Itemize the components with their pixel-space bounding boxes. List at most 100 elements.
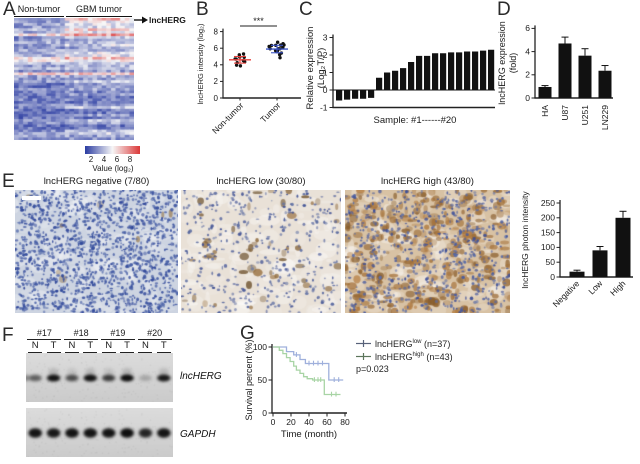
svg-text:200: 200 bbox=[541, 213, 555, 223]
legend-series-sup: low bbox=[412, 339, 422, 345]
svg-text:Time (month): Time (month) bbox=[281, 429, 337, 440]
svg-text:lncHERG expression: lncHERG expression bbox=[497, 21, 507, 105]
gel-lane-label: N bbox=[138, 340, 153, 353]
svg-text:60: 60 bbox=[322, 417, 332, 427]
survival-legend: lncHERGlow (n=37) lncHERGhigh (n=43) p=0… bbox=[356, 337, 453, 376]
svg-text:lncHERG intensity (log₂): lncHERG intensity (log₂) bbox=[196, 23, 205, 104]
expression-heatmap bbox=[14, 18, 134, 140]
gel-lane-label: T bbox=[120, 340, 135, 353]
svg-text:0: 0 bbox=[525, 93, 530, 103]
svg-text:Sample: #1------#20: Sample: #1------#20 bbox=[374, 115, 457, 126]
svg-text:***: *** bbox=[253, 16, 264, 26]
svg-text:50: 50 bbox=[546, 257, 556, 267]
svg-text:6: 6 bbox=[214, 44, 219, 53]
legend-entry-high: lncHERGhigh (n=43) bbox=[356, 350, 453, 363]
ihc-title-low: lncHERG low (30/80) bbox=[216, 176, 306, 187]
svg-text:6: 6 bbox=[525, 23, 530, 33]
svg-text:Survival percent (%): Survival percent (%) bbox=[245, 339, 254, 420]
ihc-image-high bbox=[345, 190, 510, 313]
svg-text:0: 0 bbox=[550, 272, 555, 282]
gel-sample-label: #18 bbox=[64, 327, 99, 340]
svg-text:3: 3 bbox=[323, 32, 328, 42]
svg-text:250: 250 bbox=[541, 198, 555, 208]
ihc-image-negative bbox=[15, 190, 178, 313]
gel-label-gapdh: GAPDH bbox=[180, 429, 216, 440]
gel-lane-label: T bbox=[83, 340, 98, 353]
survival-curve-chart: 0 50 100 0 20 40 60 80 Survival percent (%) Time … bbox=[245, 339, 350, 440]
svg-text:HA: HA bbox=[540, 105, 550, 117]
ihc-title-high: lncHERG high (43/80) bbox=[381, 176, 474, 187]
panel-c-letter: C bbox=[299, 0, 313, 20]
colorbar-tick: 6 bbox=[114, 155, 120, 164]
panel-e-letter: E bbox=[2, 171, 15, 192]
gel-lane-label: N bbox=[28, 340, 43, 353]
legend-entry-low: lncHERGlow (n=37) bbox=[356, 337, 453, 350]
svg-text:150: 150 bbox=[541, 227, 555, 237]
legend-series-name: lncHERG bbox=[375, 339, 413, 349]
cell-line-expression-chart: 0 2 4 6 lncHERG expression (fold) HA U87 U251 LN2… bbox=[497, 21, 613, 130]
svg-text:0: 0 bbox=[214, 94, 219, 103]
panel-d-letter: D bbox=[497, 0, 511, 20]
svg-text:4: 4 bbox=[214, 61, 219, 70]
svg-text:Non-tumor: Non-tumor bbox=[210, 100, 246, 136]
gel-lane-label: N bbox=[101, 340, 116, 353]
svg-text:100: 100 bbox=[253, 342, 267, 352]
svg-text:LN229: LN229 bbox=[600, 105, 610, 130]
gel-lncherg bbox=[26, 353, 173, 402]
svg-text:50: 50 bbox=[258, 375, 268, 385]
group-label-gbm-tumor: GBM tumor bbox=[66, 4, 132, 17]
svg-text:100: 100 bbox=[541, 242, 555, 252]
svg-text:U87: U87 bbox=[560, 105, 570, 121]
svg-text:0: 0 bbox=[262, 408, 267, 418]
svg-text:8: 8 bbox=[214, 27, 219, 36]
svg-text:2: 2 bbox=[214, 77, 219, 86]
p-value: p=0.023 bbox=[356, 364, 389, 374]
panel-f-letter: F bbox=[2, 325, 14, 346]
gel-sample-label: #19 bbox=[100, 327, 135, 340]
colorbar-tick: 4 bbox=[101, 155, 107, 164]
svg-text:1: 1 bbox=[323, 67, 328, 77]
panel-a-letter: A bbox=[3, 0, 16, 20]
heatmap-row-label: lncHERG bbox=[149, 15, 186, 25]
group-label-non-tumor: Non-tumor bbox=[14, 4, 64, 17]
gel-lane-label: T bbox=[46, 340, 61, 353]
svg-text:20: 20 bbox=[286, 417, 296, 427]
svg-text:Negative: Negative bbox=[551, 278, 582, 309]
svg-text:U251: U251 bbox=[580, 105, 590, 126]
gel-sample-label: #17 bbox=[27, 327, 62, 340]
svg-text:4: 4 bbox=[525, 46, 530, 56]
colorbar-label: Value (log₂) bbox=[92, 164, 134, 173]
svg-text:(Log₂T/P): (Log₂T/P) bbox=[316, 48, 327, 89]
relative-expression-chart: -1 0 1 2 3 Relative expression (Log₂T/P) Sample… bbox=[305, 27, 495, 126]
svg-text:High: High bbox=[608, 278, 628, 298]
gel-lane-label: N bbox=[64, 340, 79, 353]
svg-text:(fold): (fold) bbox=[508, 53, 518, 74]
ihc-title-negative: lncHERG negative (7/80) bbox=[43, 176, 150, 187]
heatmap-colorbar bbox=[85, 146, 140, 154]
gel-lane-label: T bbox=[156, 340, 171, 353]
gel-sample-label: #20 bbox=[137, 327, 172, 340]
legend-series-n: (n=43) bbox=[426, 352, 453, 362]
km-line-icon bbox=[356, 353, 371, 360]
ihc-image-low bbox=[181, 190, 341, 313]
legend-series-n: (n=37) bbox=[424, 339, 451, 349]
legend-series-sup: high bbox=[412, 352, 424, 358]
svg-text:Tumor: Tumor bbox=[258, 100, 282, 124]
scale-bar bbox=[22, 196, 41, 200]
gel-label-lncherg: lncHERG bbox=[180, 371, 222, 382]
svg-text:2: 2 bbox=[323, 50, 328, 60]
svg-text:lncHERG photon intensity: lncHERG photon intensity bbox=[520, 191, 530, 289]
svg-text:2: 2 bbox=[525, 70, 530, 80]
colorbar-tick: 2 bbox=[88, 155, 94, 164]
arrow-icon bbox=[134, 16, 148, 24]
colorbar-tick: 8 bbox=[127, 155, 133, 164]
svg-text:80: 80 bbox=[340, 417, 350, 427]
svg-text:-1: -1 bbox=[320, 102, 328, 112]
svg-text:0: 0 bbox=[323, 85, 328, 95]
svg-text:40: 40 bbox=[304, 417, 314, 427]
photon-intensity-chart: 0 50 100 150 200 250 lncHERG photon intensity N… bbox=[520, 191, 633, 309]
svg-text:Low: Low bbox=[586, 278, 605, 297]
panel-b-letter: B bbox=[196, 0, 209, 20]
svg-text:Relative expression: Relative expression bbox=[305, 27, 316, 110]
